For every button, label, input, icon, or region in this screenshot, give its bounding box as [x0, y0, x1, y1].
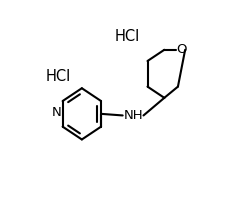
Text: NH: NH	[123, 109, 142, 122]
Text: O: O	[175, 43, 185, 56]
Text: N: N	[51, 106, 61, 119]
Text: HCl: HCl	[114, 29, 139, 44]
Text: HCl: HCl	[46, 69, 71, 84]
